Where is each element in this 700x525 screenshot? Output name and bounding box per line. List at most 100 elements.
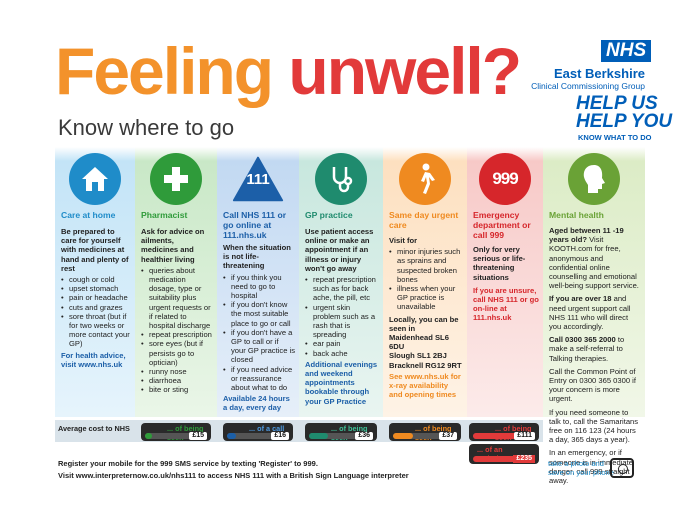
cost-urgent-care: ... of being seen £37 [389,423,461,442]
interpreter-link-text[interactable]: Visit www.interpreternow.co.uk/nhs111 to… [58,471,409,480]
nhs-111-triangle-icon: 111 [232,153,284,205]
column-title: Same day urgent care [389,210,459,230]
list-item: runny nose [141,367,213,376]
mh-para-text: If you need someone to talk to, call the… [549,407,639,445]
list-item: repeat prescription [141,330,213,339]
cost-bar-fill [393,433,414,439]
org-subname: Clinical Commissioning Group [531,81,645,91]
cost-bar [309,433,373,439]
mh-para-bold: If you are over 18 [549,294,612,304]
column-urgent-care: Same day urgent care Visit for minor inj… [383,147,467,417]
cost-pharmacist: ... of being seen £15 [141,423,211,442]
column-title: Mental health [549,210,604,220]
cost-price: £16 [271,432,289,440]
column-intro: Only for very serious or life-threatenin… [473,245,526,282]
column-mental-health: Mental health Aged between 11 -19 years … [543,147,645,485]
photo-prompt-line: save on your phone [548,468,614,477]
page-subtitle: Know where to go [58,115,235,140]
cost-bar-fill [145,433,153,439]
stethoscope-icon [315,153,367,205]
column-gp-practice: GP practice Use patient access online or… [299,147,383,417]
column-intro: Use patient access online or make an app… [305,227,374,273]
cost-price: £36 [355,432,373,440]
cost-bar [393,433,457,439]
title-part1: Feeling [55,34,274,108]
list-item: back ache [305,349,379,358]
list-item: cough or cold [61,275,131,284]
list-item: queries about medication dosage, type or… [141,266,213,330]
campaign-line3: KNOW WHAT TO DO [578,133,652,142]
mh-para-text: Visit KOOTH.com for free, anonymous and … [549,235,639,291]
campaign-line1: HELP US [576,93,658,114]
list-item: pain or headache [61,293,131,302]
mh-para-text: and need urgent support call NHS 111 who… [549,294,631,332]
unsure-note: If you are unsure, call NHS 111 or go on… [473,285,539,323]
location-item: Bracknell RG12 9RT [389,360,462,370]
cost-bar [227,433,289,439]
list-item: if you think you need to go to hospital [223,273,295,301]
list-item: diarrhoea [141,376,213,385]
walking-person-icon [399,153,451,205]
cost-price: £15 [189,432,207,440]
mh-para-bold: Aged between 11 -19 years old? [549,226,624,245]
cost-emergency: ... of being seen £111 [469,423,539,442]
org-name: East Berkshire [553,66,645,81]
cost-row-label: Average cost to NHS [58,424,130,433]
cost-bar-fill [309,433,329,439]
list-item: sore eyes (but if persists go to opticia… [141,339,213,367]
column-title: Care at home [61,210,116,220]
cost-bar-fill [473,433,526,439]
column-intro: Be prepared to care for yourself with me… [61,227,129,273]
column-intro: Visit for [389,236,418,245]
head-profile-icon [568,153,620,205]
list-item: ear pain [305,339,379,348]
cost-bar [145,433,207,439]
phone-camera-icon [610,458,634,478]
column-pharmacist: Pharmacist Ask for advice on ailments, m… [135,147,217,417]
list-item: cuts and grazes [61,303,131,312]
999-circle-icon: 999 [479,153,531,205]
list-item: urgent skin problem such as a rash that … [305,303,379,340]
nhs-111-icon-text: 111 [246,171,270,188]
column-title: Emergency department or call 999 [473,210,531,240]
photo-prompt-line: take a photo and [548,459,604,468]
plus-cross-icon [150,153,202,205]
sms-register-text: Register your mobile for the 999 SMS ser… [58,459,318,468]
column-title: Pharmacist [141,210,188,220]
mh-para-bold: Call 0300 365 2000 [549,335,616,345]
cost-price: £111 [514,432,535,440]
cost-row: Average cost to NHS ... of being seen £1… [55,420,543,442]
page-title: Feeling unwell? [55,38,522,104]
column-emergency: 999 Emergency department or call 999 Onl… [467,147,543,417]
column-title: Call NHS 111 or go online at 111.nhs.uk [223,210,287,240]
nhs-logo: NHS [601,40,652,62]
health-advice-link[interactable]: For health advice, visit www.nhs.uk [61,350,126,369]
title-part2: unwell? [288,34,522,108]
list-item: illness when your GP practice is unavail… [389,284,463,312]
cost-price: £235 [513,455,535,463]
mh-para-text: to make a self-referral to Talking thera… [549,335,625,363]
availability-note: Available 24 hours a day, every day [223,394,290,413]
column-title: GP practice [305,210,353,220]
cost-label: ... of a call [249,424,285,433]
column-nhs-111: 111 Call NHS 111 or go online at 111.nhs… [217,147,299,417]
photo-prompt: take a photo and save on your phone [548,459,614,477]
999-icon-text: 999 [492,169,518,189]
column-intro: When the situation is not life-threateni… [223,243,291,271]
campaign-line2: HELP YOU [576,111,673,132]
list-item: if you don't have a GP to call or if you… [223,328,295,365]
house-icon [69,153,121,205]
list-item: repeat prescription such as for back ach… [305,275,379,303]
list-item: upset stomach [61,284,131,293]
list-item: sore throat (but if for two weeks or mor… [61,312,131,349]
list-item: if you need advice or reassurance about … [223,365,295,393]
cost-price: £37 [439,432,457,440]
cost-nhs111: ... of a call £16 [223,423,293,441]
cost-bar-fill [227,433,236,439]
cost-bar [473,433,535,439]
column-care-at-home: Care at home Be prepared to care for you… [55,147,135,417]
list-item: bite or sting [141,385,213,394]
mh-para-text: In an emergency, or if someone is in imm… [549,448,633,486]
cost-bar [473,456,535,462]
xray-note: See www.nhs.uk for x-ray availability an… [389,371,461,400]
